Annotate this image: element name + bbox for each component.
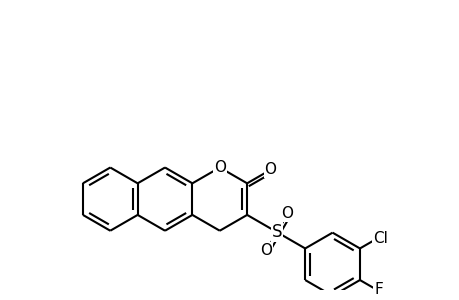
Text: O: O: [213, 160, 225, 175]
Text: F: F: [373, 282, 382, 297]
Text: O: O: [260, 243, 272, 258]
Text: O: O: [281, 206, 293, 221]
Text: S: S: [271, 223, 282, 241]
Text: O: O: [264, 162, 276, 177]
Text: Cl: Cl: [372, 231, 387, 246]
